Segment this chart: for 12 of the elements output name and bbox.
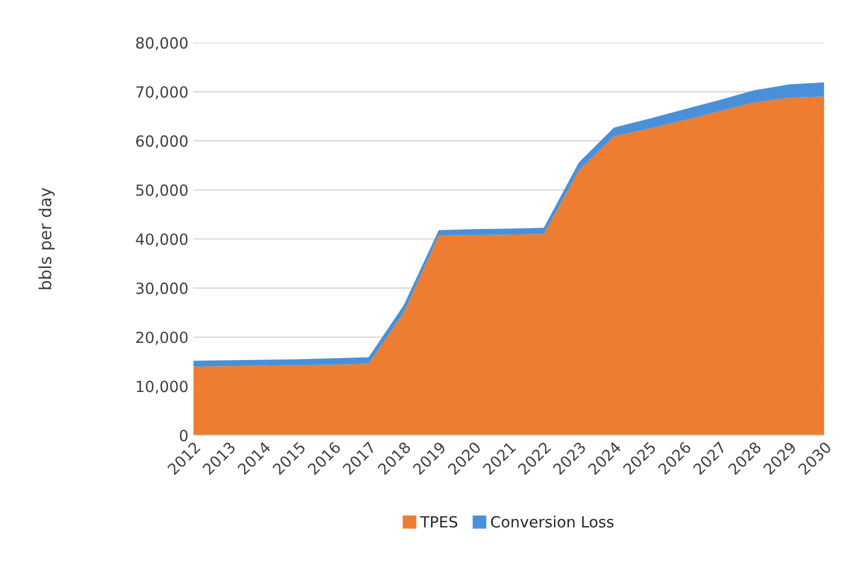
y-tick-label: 30,000	[136, 282, 188, 296]
legend-label: Conversion Loss	[491, 516, 614, 528]
y-tick-label: 80,000	[136, 37, 188, 50]
y-tick-label: 50,000	[136, 184, 188, 198]
y-axis-title: bbls per day	[38, 188, 55, 290]
y-tick-label: 10,000	[136, 380, 188, 394]
legend-label: TPES	[420, 516, 458, 528]
y-tick-label: 60,000	[136, 135, 188, 148]
y-tick-label: 70,000	[136, 86, 188, 100]
y-tick-label: 40,000	[136, 233, 188, 247]
y-tick-label: 20,000	[136, 332, 188, 345]
y-tick-label: 0	[180, 430, 188, 442]
